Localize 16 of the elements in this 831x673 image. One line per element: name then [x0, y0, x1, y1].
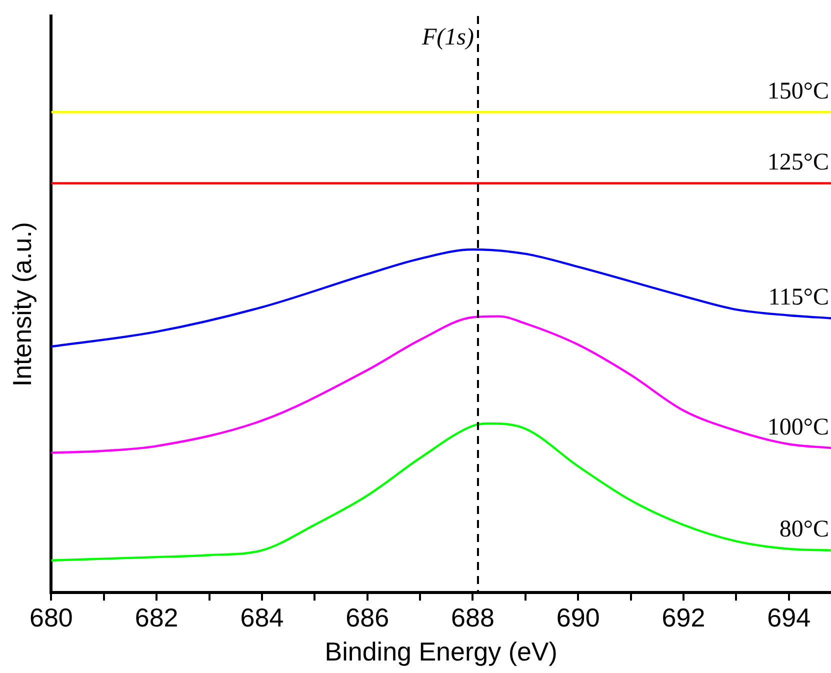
- x-tick-label: 680: [30, 602, 73, 632]
- series-label: 115°C: [768, 284, 829, 311]
- series-label: 80°C: [779, 516, 829, 543]
- x-axis-title: Binding Energy (eV): [324, 636, 558, 667]
- x-tick-label: 684: [240, 602, 284, 632]
- x-tick-label: 688: [451, 602, 494, 632]
- series-label: 125°C: [767, 150, 829, 176]
- series-label: 150°C: [767, 78, 829, 104]
- x-tick-label: 682: [134, 602, 178, 632]
- x-tick-label: 694: [767, 602, 811, 632]
- x-tick-label: 690: [556, 602, 600, 632]
- y-axis-title: Intensity (a.u.): [6, 222, 37, 387]
- x-tick-label: 692: [662, 602, 706, 632]
- x-tick-label: 686: [346, 602, 390, 632]
- series-label: 100°C: [767, 414, 829, 440]
- ref-line-label: F(1s): [421, 24, 474, 50]
